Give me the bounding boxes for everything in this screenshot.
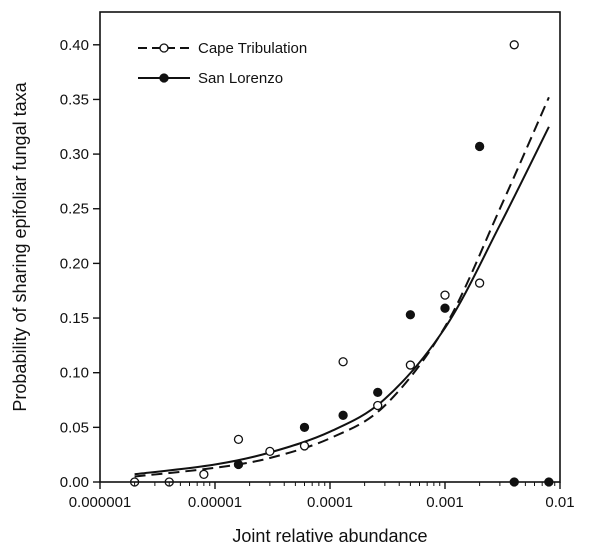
data-point-cape-tribulation [233,434,244,445]
y-tick-label: 0.30 [60,146,89,163]
data-point-san-lorenzo [474,141,485,152]
data-point-cape-tribulation [199,469,209,479]
fit-curve-cape-tribulation [134,96,550,478]
y-tick-label: 0.05 [60,419,89,436]
data-point-san-lorenzo [233,459,244,470]
data-point-cape-tribulation [299,441,310,451]
y-tick-label: 0.15 [60,310,89,327]
x-tick-label: 0.0001 [307,494,353,511]
data-point-cape-tribulation [474,278,485,288]
legend-marker-cape-tribulation [159,43,169,53]
fit-curve-san-lorenzo [134,126,550,476]
x-tick-label: 0.001 [426,494,464,511]
data-point-san-lorenzo [440,303,450,313]
data-point-san-lorenzo [373,387,383,398]
data-points [129,40,554,487]
data-point-san-lorenzo [299,422,310,432]
y-tick-label: 0.35 [60,91,89,108]
x-tick-label: 0.01 [545,494,574,511]
y-tick-label: 0.20 [60,255,89,272]
data-point-san-lorenzo [405,310,416,320]
legend-label-san-lorenzo: San Lorenzo [198,70,283,87]
data-point-cape-tribulation [373,400,383,411]
data-point-cape-tribulation [509,40,519,50]
legend-marker-san-lorenzo [159,73,169,83]
y-tick-label: 0.10 [60,365,89,382]
x-axis-title: Joint relative abundance [232,526,427,546]
data-point-san-lorenzo [338,410,348,420]
legend: Cape Tribulation San Lorenzo [138,40,307,87]
x-tick-label: 0.00001 [188,494,242,511]
y-tick-label: 0.40 [60,37,89,54]
y-axis-title: Probability of sharing epifoliar fungal … [10,81,30,411]
data-point-cape-tribulation [265,446,275,457]
data-point-cape-tribulation [440,290,450,300]
y-tick-label: 0.25 [60,201,89,218]
x-tick-label: 0.000001 [69,494,132,511]
legend-label-cape-tribulation: Cape Tribulation [198,40,307,57]
plot-frame [99,11,561,483]
data-point-cape-tribulation [405,360,416,370]
data-point-cape-tribulation [338,357,348,367]
axes: 0.000001 0.00001 0.0001 0.001 0.01 0.00 0.05 0.… [60,11,575,511]
y-tick-label: 0.00 [60,474,89,491]
